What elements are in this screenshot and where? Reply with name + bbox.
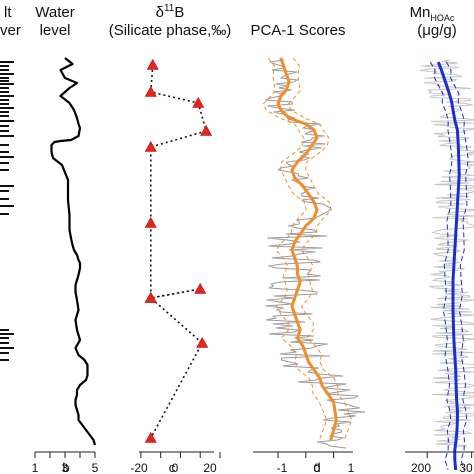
event-mark-12 [0, 107, 14, 109]
panel-letter-b: b [62, 460, 69, 474]
event-mark-2 [0, 69, 9, 71]
delta11b-marker-4 [144, 140, 157, 152]
event-mark-34 [0, 352, 9, 354]
panel-c-tick-minus20: -20 [130, 461, 148, 474]
event-mark-11 [0, 103, 9, 105]
panel-d-tick-minus1: -1 [277, 461, 288, 474]
event-mark-20 [0, 151, 9, 153]
event-mark-33 [0, 347, 14, 349]
mn-band-lower [429, 61, 453, 471]
panel-c-tick-20: 20 [203, 461, 217, 474]
mn-raw-line [419, 59, 474, 448]
panel-c-plot [144, 58, 213, 443]
delta11b-line [149, 64, 208, 439]
pca-band-upper [287, 57, 353, 441]
event-mark-26 [0, 198, 9, 200]
event-mark-15 [0, 120, 14, 122]
panel-c-title: δ11B [156, 3, 185, 21]
delta11b-marker-10 [144, 431, 157, 443]
event-mark-32 [0, 342, 9, 344]
event-mark-31 [0, 337, 9, 339]
panel-b: Water level 1 3 5 [32, 4, 99, 474]
delta11b-marker-2 [192, 96, 205, 108]
event-mark-22 [0, 162, 9, 164]
panel-e-x-ticks [426, 452, 473, 458]
event-mark-10 [0, 99, 9, 101]
panel-b-tick-1: 1 [32, 461, 39, 474]
pca-band-lower [262, 57, 328, 441]
panel-e-subtitle: (μg/g) [417, 22, 457, 39]
event-mark-35 [0, 359, 9, 361]
mn-band-upper [445, 61, 469, 471]
panel-b-title-line-2: level [40, 22, 71, 39]
event-mark-16 [0, 125, 9, 127]
event-mark-21 [0, 156, 14, 158]
panel-letter-c: c [169, 460, 176, 474]
panel-c-subtitle: (Silicate phase,‰) [109, 22, 232, 39]
event-mark-13 [0, 111, 9, 113]
panel-e-tick-300: 30 [459, 461, 473, 474]
delta11b-marker-9 [196, 336, 209, 348]
event-mark-25 [0, 190, 9, 192]
event-mark-3 [0, 73, 14, 75]
panel-b-title-line-1: Water [35, 4, 74, 21]
water-level-line [50, 57, 97, 446]
panel-c-tick-0: 0 [172, 461, 179, 474]
panel-b-tick-5: 5 [92, 461, 99, 474]
panel-d-title: PCA-1 Scores [250, 22, 345, 39]
panel-b-x-ticks [34, 452, 96, 458]
panel-c-title-superscript: 11 [164, 3, 175, 14]
event-mark-14 [0, 115, 9, 117]
panel-d: PCA-1 Scores -1 0 1 [250, 22, 366, 474]
panel-c-x-ticks [140, 452, 221, 458]
panel-d-tick-1: 1 [348, 461, 355, 474]
delta11b-marker-7 [194, 282, 207, 294]
panel-e-tick-200: 200 [411, 461, 431, 474]
panel-e: MnHOAc (μg/g) 200 30 [405, 4, 474, 474]
event-mark-18 [0, 135, 14, 137]
mn-mean-line [436, 61, 461, 471]
panel-e-title: MnHOAc [410, 4, 455, 23]
panel-d-tick-0: 0 [314, 461, 321, 474]
panel-a-event-marks [0, 61, 14, 361]
panel-c: δ11B (Silicate phase,‰) -20 0 20 [109, 3, 232, 474]
panel-e-title-element: Mn [410, 4, 431, 21]
panel-d-x-ticks [277, 452, 335, 458]
delta11b-marker-3 [200, 124, 213, 136]
panel-c-title-delta: δ [156, 4, 164, 21]
event-mark-17 [0, 130, 9, 132]
event-mark-5 [0, 80, 9, 82]
event-mark-24 [0, 185, 14, 187]
event-mark-29 [0, 329, 9, 331]
event-mark-19 [0, 144, 9, 146]
delta11b-marker-1 [144, 85, 157, 97]
event-mark-8 [0, 91, 9, 93]
event-mark-9 [0, 95, 14, 97]
panel-a-title-line-2: ver [0, 22, 21, 39]
pca-smooth-line [276, 57, 338, 441]
panel-a: lt ver [0, 4, 21, 361]
delta11b-marker-8 [144, 291, 157, 303]
panel-d-plot [262, 57, 366, 449]
panel-e-title-subscript: HOAc [430, 13, 455, 23]
panel-c-title-element: B [174, 4, 184, 21]
panel-a-title-line-1: lt [4, 4, 12, 21]
event-mark-30 [0, 333, 14, 335]
event-mark-4 [0, 77, 9, 79]
panel-e-plot [419, 59, 474, 471]
event-mark-28 [0, 213, 9, 215]
event-mark-6 [0, 83, 14, 85]
delta11b-marker-0 [146, 58, 159, 70]
panel-b-tick-3: 3 [62, 461, 69, 474]
event-mark-7 [0, 87, 9, 89]
event-mark-23 [0, 169, 9, 171]
panel-b-plot [50, 57, 97, 446]
event-mark-27 [0, 205, 14, 207]
pca-raw-line [265, 57, 366, 449]
event-mark-0 [0, 61, 14, 63]
panel-letter-d: d [313, 460, 320, 474]
event-mark-1 [0, 65, 9, 67]
delta11b-marker-5 [144, 216, 157, 228]
